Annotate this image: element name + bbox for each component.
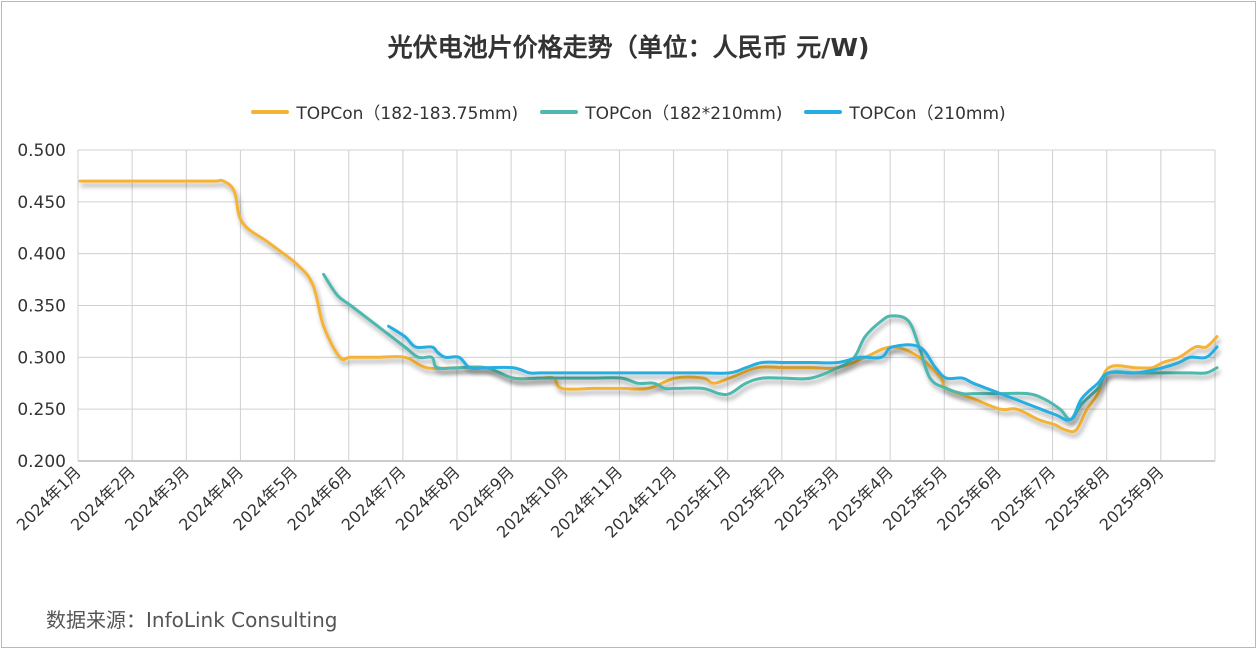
legend-swatch-series-1 [251, 109, 290, 114]
y-tick-label: 0.350 [17, 297, 66, 317]
y-tick-label: 0.500 [17, 141, 66, 161]
legend-swatch-series-3 [804, 109, 843, 114]
series-line-3[interactable] [387, 324, 1219, 422]
legend-item-series-2[interactable]: TOPCon（182*210mm) [540, 99, 782, 124]
legend-label-series-1: TOPCon（182-183.75mm) [296, 104, 519, 124]
y-tick-label: 0.450 [17, 193, 66, 213]
y-tick-label: 0.300 [17, 348, 66, 368]
y-tick-label: 0.250 [17, 400, 66, 420]
chart-legend: TOPCon（182-183.75mm) TOPCon（182*210mm) T… [0, 99, 1257, 124]
legend-item-series-1[interactable]: TOPCon（182-183.75mm) [251, 99, 518, 124]
legend-label-series-2: TOPCon（182*210mm) [585, 104, 783, 124]
legend-label-series-3: TOPCon（210mm) [849, 104, 1006, 124]
data-source-note: 数据来源：InfoLink Consulting [46, 608, 338, 632]
legend-item-series-3[interactable]: TOPCon（210mm) [804, 99, 1006, 124]
legend-swatch-series-2 [540, 109, 579, 114]
y-tick-label: 0.400 [17, 245, 66, 265]
y-tick-label: 0.200 [17, 452, 66, 472]
series-line-1[interactable] [78, 178, 1219, 434]
chart-title: 光伏电池片价格走势（单位：人民币 元/W) [387, 33, 870, 62]
